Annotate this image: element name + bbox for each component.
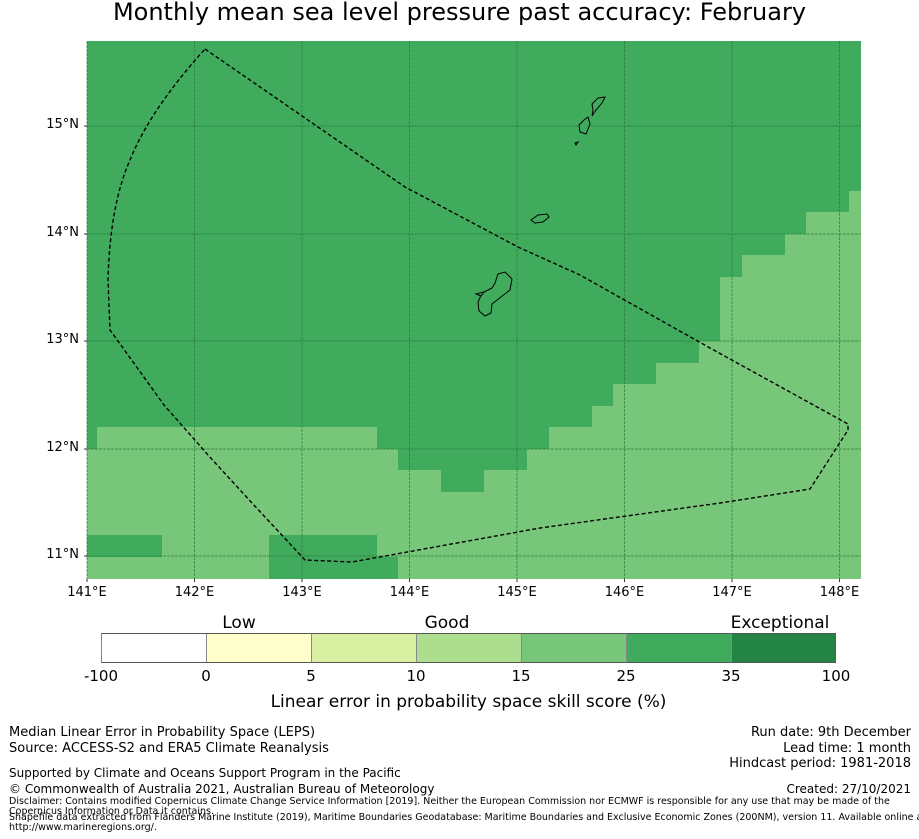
y-tick-label: 12°N (46, 440, 79, 455)
x-tick-label: 145°E (497, 585, 537, 600)
eez-boundary (107, 48, 849, 563)
disclaimer-line-2: Copernicus Information or Data it contai… (9, 806, 215, 817)
colorbar-tick-label: 0 (201, 667, 211, 685)
colorbar-tick-label: 10 (406, 667, 426, 685)
colorbar-tick-label: 100 (821, 667, 851, 685)
colorbar-tick-label: 15 (511, 667, 531, 685)
colorbar-bin (101, 633, 206, 663)
island-shape (474, 291, 486, 297)
colorbar-bin (311, 633, 416, 663)
y-axis (84, 125, 87, 557)
island-shape (574, 96, 606, 146)
y-tick-label: 13°N (46, 332, 79, 347)
shapefile-line-1: Shapefile data extracted from Flanders M… (9, 812, 919, 823)
x-tick-label: 146°E (604, 585, 645, 600)
x-tick-label: 147°E (712, 585, 752, 600)
colorbar-category-label: Low (222, 613, 256, 633)
x-tick-label: 141°E (67, 585, 107, 600)
colorbar-tick-label: 25 (616, 667, 636, 685)
colorbar-bin (206, 633, 311, 663)
map-title: Monthly mean sea level pressure past acc… (112, 0, 807, 26)
shapefile-line-2: http://www.marineregions.org/. (9, 822, 157, 833)
colorbar-tick-label: -100 (83, 667, 119, 685)
map-area (86, 41, 861, 579)
support-text: Supported by Climate and Oceans Support … (9, 766, 401, 780)
skill-patch-25-35 (269, 535, 398, 579)
colorbar-category-label: Exceptional (730, 613, 830, 633)
disclaimer-line-1: Disclaimer: Contains modified Copernicus… (9, 796, 890, 807)
x-tick-label: 148°E (819, 585, 860, 600)
y-tick-label: 14°N (46, 225, 79, 240)
colorbar-bin (416, 633, 521, 663)
colorbar-label: Linear error in probability space skill … (270, 692, 667, 712)
colorbar-tick-label: 5 (306, 667, 316, 685)
map-svg (84, 41, 861, 582)
colorbar-bin (626, 633, 731, 663)
hindcast-period: Hindcast period: 1981-2018 (729, 756, 911, 771)
colorbar-tick-label: 35 (721, 667, 741, 685)
y-tick-label: 15°N (46, 117, 79, 132)
lead-time: Lead time: 1 month (783, 741, 911, 756)
copyright-text: © Commonwealth of Australia 2021, Austra… (9, 782, 435, 796)
skill-patch-25-35 (87, 535, 162, 557)
x-axis (86, 579, 840, 582)
y-tick-label: 11°N (46, 547, 79, 562)
gridlines (86, 41, 861, 579)
island-shape (477, 271, 513, 317)
island-shape (530, 213, 550, 224)
colorbar-bin (521, 633, 626, 663)
created-date: Created: 27/10/2021 (786, 782, 911, 796)
colorbar-bin (731, 633, 836, 663)
leps-description: Median Linear Error in Probability Space… (9, 725, 316, 740)
x-tick-label: 144°E (389, 585, 430, 600)
skill-region-15-25 (87, 191, 861, 579)
data-source: Source: ACCESS-S2 and ERA5 Climate Reana… (9, 741, 329, 756)
x-tick-label: 142°E (174, 585, 215, 600)
colorbar-category-label: Good (424, 613, 470, 633)
run-date: Run date: 9th December (750, 725, 911, 740)
x-tick-label: 143°E (282, 585, 322, 600)
